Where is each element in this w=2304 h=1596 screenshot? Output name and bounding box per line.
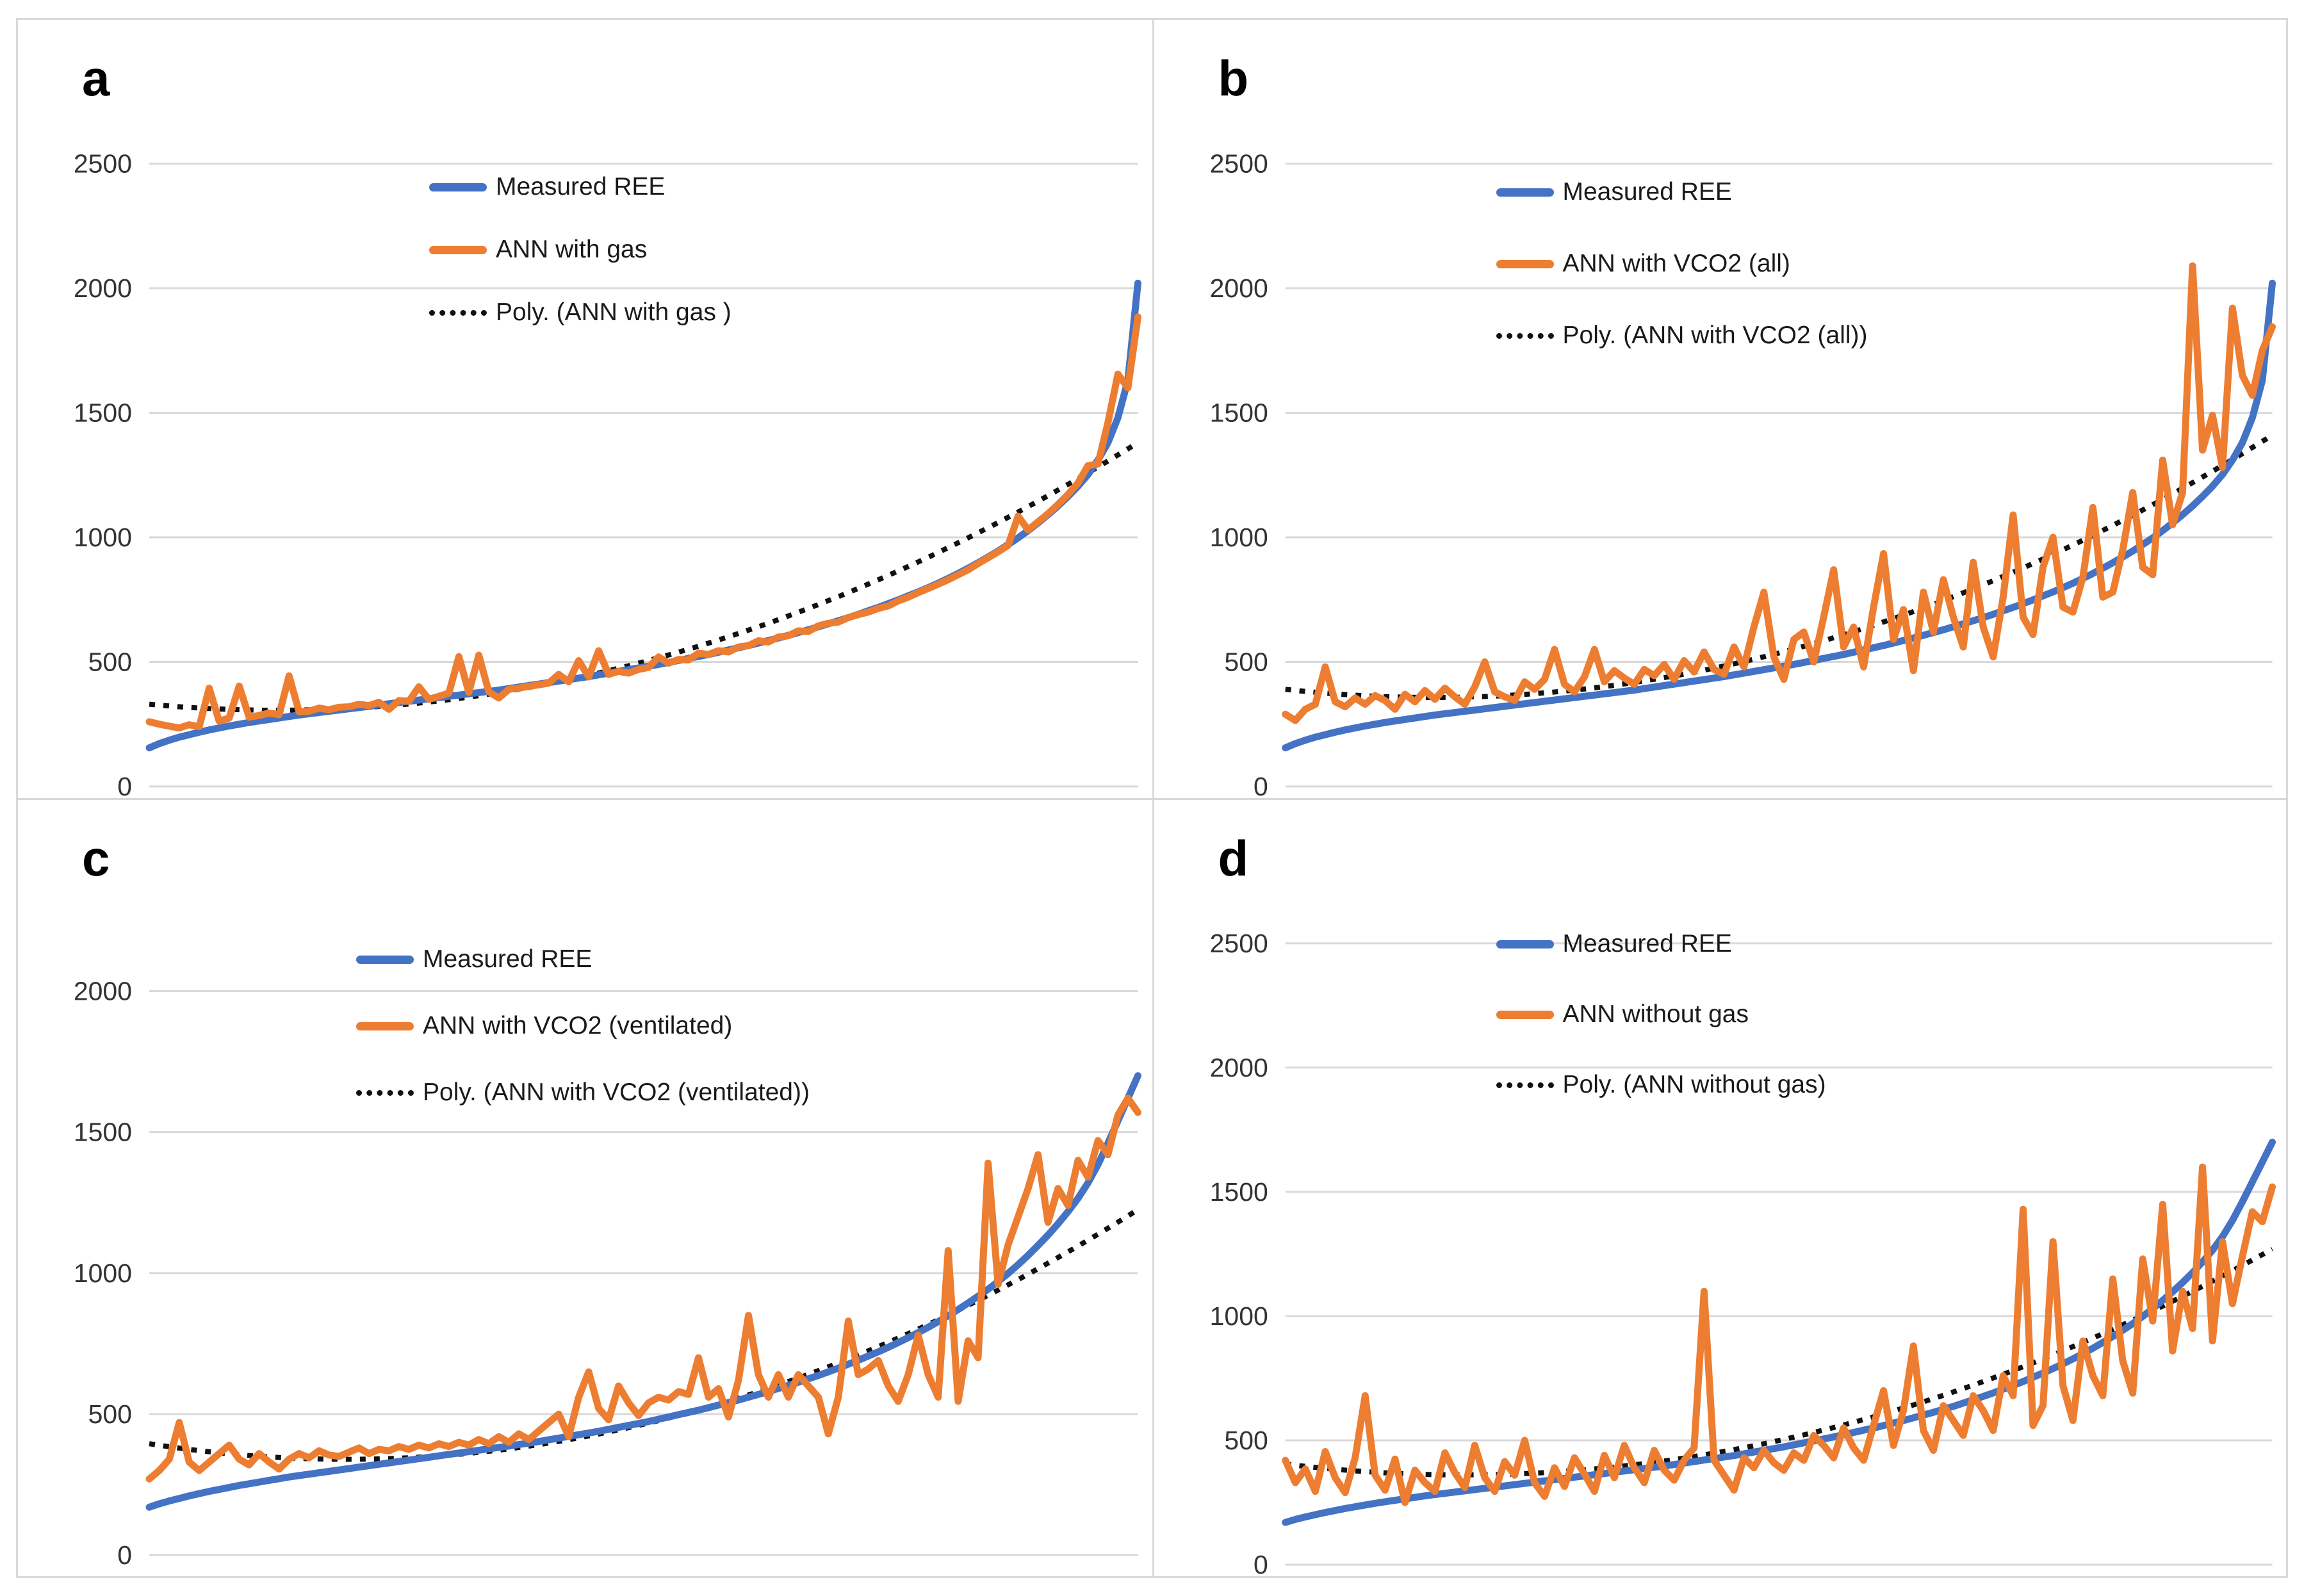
y-tick-label: 500 — [1224, 647, 1268, 677]
legend-item-poly: Poly. (ANN with gas ) — [429, 294, 731, 331]
y-tick-label: 2500 — [1209, 929, 1268, 958]
legend-label: Measured REE — [1562, 930, 1732, 957]
chart-canvas-c: 2000 1500 1000 500 0 — [74, 977, 1141, 1570]
y-tick-label: 1000 — [74, 523, 132, 552]
y-tick-label: 1000 — [1209, 1301, 1268, 1331]
legend-label: Poly. (ANN with gas ) — [496, 298, 731, 326]
panel-a: 2500 2000 1500 1000 500 0 a Measured REE ANN … — [18, 20, 1152, 798]
chart-canvas-d: 2500 2000 1500 1000 500 0 — [1209, 929, 2276, 1576]
legend-label: Poly. (ANN with VCO2 (ventilated)) — [423, 1079, 810, 1106]
legend-c: Measured REE ANN with VCO2 (ventilated) … — [356, 941, 810, 1141]
legend-item-poly: Poly. (ANN without gas) — [1496, 1066, 1826, 1103]
y-tick-label: 1500 — [74, 1118, 132, 1147]
legend-d: Measured REE ANN without gas Poly. (ANN … — [1496, 925, 1826, 1137]
panel-letter-d: d — [1218, 830, 1249, 886]
ann-line-swatch-icon — [1496, 1010, 1554, 1019]
legend-label: Measured REE — [1562, 178, 1732, 206]
legend-item-ann: ANN with VCO2 (all) — [1496, 245, 1868, 282]
y-tick-label: 2000 — [74, 273, 132, 303]
legend-label: ANN without gas — [1562, 1000, 1749, 1028]
panel-letter-b: b — [1218, 50, 1249, 106]
y-tick-label: 0 — [117, 1540, 132, 1570]
legend-item-measured-ree: Measured REE — [1496, 925, 1826, 963]
legend-item-poly: Poly. (ANN with VCO2 (all)) — [1496, 317, 1868, 354]
legend-label: Measured REE — [496, 173, 666, 200]
legend-label: Poly. (ANN with VCO2 (all)) — [1562, 322, 1868, 349]
legend-item-ann: ANN with VCO2 (ventilated) — [356, 1007, 810, 1045]
y-tick-label: 1500 — [74, 398, 132, 428]
legend-label: Poly. (ANN without gas) — [1562, 1071, 1826, 1098]
y-tick-label: 1000 — [74, 1258, 132, 1288]
ann-prediction-line — [1281, 262, 2276, 724]
legend-item-measured-ree: Measured REE — [429, 168, 731, 206]
ann-line-swatch-icon — [356, 1022, 414, 1030]
legend-label: Measured REE — [423, 945, 592, 973]
ann-line-swatch-icon — [1496, 259, 1554, 268]
measured-ree-line — [145, 1072, 1141, 1511]
y-tick-label: 2500 — [74, 149, 132, 178]
legend-label: ANN with VCO2 (ventilated) — [423, 1012, 733, 1039]
measured-ree-line-swatch-icon — [1496, 188, 1554, 197]
legend-b: Measured REE ANN with VCO2 (all) Poly. (… — [1496, 174, 1868, 389]
poly-dotted-swatch-icon — [1496, 1082, 1554, 1088]
panel-letter-c: c — [82, 830, 110, 886]
legend-label: ANN with VCO2 (all) — [1562, 250, 1790, 277]
y-tick-label: 500 — [1224, 1426, 1268, 1455]
measured-ree-line-swatch-icon — [1496, 940, 1554, 949]
ann-line-swatch-icon — [429, 245, 487, 254]
y-tick-label: 2000 — [74, 977, 132, 1006]
legend-a: Measured REE ANN with gas Poly. (ANN wit… — [429, 168, 731, 357]
panel-b: 2500 2000 1500 1000 500 0 b Measured REE ANN … — [1152, 20, 2286, 798]
legend-item-ann: ANN with gas — [429, 231, 731, 268]
legend-label: ANN with gas — [496, 236, 648, 263]
y-tick-label: 2500 — [1209, 149, 1268, 178]
poly-dotted-swatch-icon — [356, 1089, 414, 1096]
y-tick-label: 500 — [88, 647, 132, 677]
chart-canvas-b: 2500 2000 1500 1000 500 0 — [1209, 149, 2276, 798]
ann-prediction-line — [1281, 1163, 2276, 1506]
poly-trendline — [149, 440, 1140, 713]
poly-trendline — [1284, 1246, 2273, 1478]
measured-ree-line-swatch-icon — [429, 183, 487, 191]
legend-item-ann: ANN without gas — [1496, 996, 1826, 1033]
y-tick-label: 2000 — [1209, 1053, 1268, 1082]
panel-letter-a: a — [82, 50, 110, 106]
panel-c: 2000 1500 1000 500 0 c Measured REE ANN with… — [18, 798, 1152, 1576]
chart-canvas-a: 2500 2000 1500 1000 500 0 — [74, 149, 1141, 798]
y-tick-label: 1500 — [1209, 1177, 1268, 1207]
y-tick-label: 500 — [88, 1399, 132, 1429]
y-tick-label: 0 — [117, 772, 132, 798]
y-tick-label: 1000 — [1209, 523, 1268, 552]
poly-dotted-swatch-icon — [1496, 332, 1554, 339]
y-tick-label: 0 — [1253, 772, 1268, 798]
y-tick-label: 0 — [1253, 1550, 1268, 1576]
figure-frame: 2500 2000 1500 1000 500 0 a Measured REE ANN … — [16, 18, 2288, 1578]
panel-d: 2500 2000 1500 1000 500 0 d Measured REE ANN … — [1152, 798, 2286, 1576]
poly-dotted-swatch-icon — [429, 309, 487, 316]
y-tick-label: 1500 — [1209, 398, 1268, 427]
legend-item-poly: Poly. (ANN with VCO2 (ventilated)) — [356, 1074, 810, 1111]
measured-ree-line-swatch-icon — [356, 955, 414, 964]
y-tick-label: 2000 — [1209, 273, 1268, 303]
poly-trendline — [1284, 433, 2274, 701]
legend-item-measured-ree: Measured REE — [1496, 174, 1868, 211]
ann-prediction-line — [145, 313, 1141, 732]
legend-item-measured-ree: Measured REE — [356, 941, 810, 978]
ann-prediction-line — [145, 1095, 1141, 1483]
